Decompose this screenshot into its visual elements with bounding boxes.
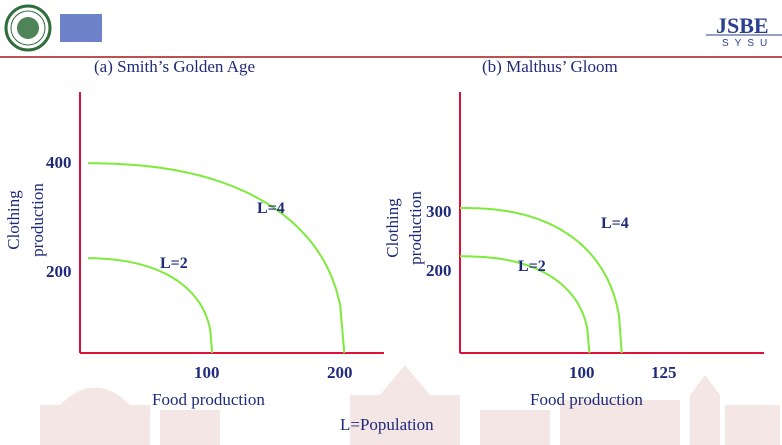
jsbe-logo: JSBE SYSU	[706, 13, 782, 49]
chart-b-ytick-300: 300	[426, 202, 452, 221]
chart-a-xtick-200: 200	[327, 363, 353, 382]
university-seal	[4, 4, 52, 52]
population-note: L=Population	[340, 415, 434, 434]
background-buildings	[40, 365, 780, 445]
chart-b-curve-l4	[460, 207, 623, 354]
chart-b-label-l4: L=4	[601, 215, 629, 232]
chart-a-xtick-100: 100	[194, 363, 220, 382]
chart-a-ytick-400: 400	[46, 153, 72, 172]
jsbe-logo-text: JSBE	[716, 13, 769, 38]
chart-a-curve-l4	[88, 162, 346, 354]
chart-a-xlabel: Food production	[152, 390, 265, 409]
chart-b-xtick-125: 125	[651, 363, 677, 382]
chart-b-xlabel: Food production	[530, 390, 643, 409]
panel-a-title: (a) Smith’s Golden Age	[94, 57, 255, 76]
chart-a-label-l2: L=2	[160, 255, 188, 272]
jsbe-logo-subtext: SYSU	[722, 38, 773, 49]
chart-a-ylabel-line2: production	[28, 183, 47, 257]
chart-a-ytick-200: 200	[46, 262, 72, 281]
chart-b-xtick-100: 100	[569, 363, 595, 382]
chart-b-ylabel-line2: production	[406, 191, 425, 265]
panel-b-title: (b) Malthus’ Gloom	[482, 57, 618, 76]
chart-b: 300 200 100 125 L=2 L=4 Clothing product…	[383, 92, 764, 409]
chart-a: 400 200 100 200 L=2 L=4 Clothing product…	[4, 92, 384, 409]
chart-b-curve-l2	[460, 255, 591, 354]
chart-b-ytick-200: 200	[426, 261, 452, 280]
chart-a-curve-l2	[87, 257, 214, 354]
chart-b-ylabel-line1: Clothing	[383, 198, 402, 258]
chart-a-ylabel-line1: Clothing	[4, 190, 23, 250]
chart-a-label-l4: L=4	[257, 200, 285, 217]
header-square	[60, 14, 102, 42]
chart-b-label-l2: L=2	[518, 258, 546, 275]
